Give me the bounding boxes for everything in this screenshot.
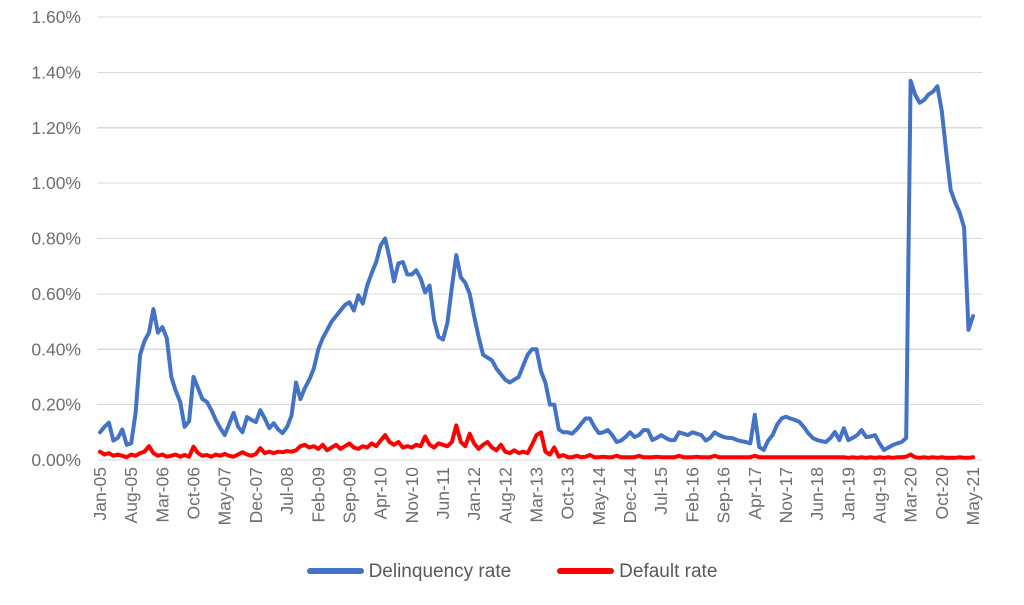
x-axis-tick-label: Apr-17 — [745, 467, 765, 520]
delinquency-rate-line — [98, 78, 975, 452]
x-axis-tick-label: Jul-08 — [277, 467, 297, 515]
default-legend-label: Default rate — [619, 560, 718, 582]
default-line-swatch — [557, 568, 615, 574]
y-axis-tick-label: 1.60% — [31, 7, 81, 27]
x-axis-tick-label: Aug-12 — [495, 467, 515, 523]
x-axis-tick-label: Jul-15 — [651, 467, 671, 515]
x-axis-tick-label: Jun-18 — [807, 467, 827, 521]
x-axis-tick-label: Feb-09 — [308, 467, 328, 522]
x-axis-tick-label: Jan-12 — [464, 467, 484, 521]
x-axis-tick-label: Aug-19 — [869, 467, 889, 523]
x-axis-tick-label: Mar-13 — [527, 467, 547, 522]
y-axis-tick-label: 1.00% — [31, 173, 81, 193]
y-axis-tick-label: 0.00% — [31, 450, 81, 470]
legend-item-default-rate: Default rate — [557, 562, 717, 581]
legend-item-delinquency-rate: Delinquency rate — [306, 560, 512, 582]
delinquency-legend-label: Delinquency rate — [368, 560, 512, 582]
x-axis-tick-label: Aug-05 — [121, 467, 141, 523]
y-axis-tick-label: 0.40% — [31, 339, 81, 359]
x-axis-tick-label: Mar-20 — [901, 467, 921, 523]
x-axis-tick-label: Mar-06 — [152, 467, 172, 522]
x-axis-tick-label: Oct-20 — [932, 467, 952, 520]
x-axis-tick-label: Jun-11 — [433, 467, 453, 519]
x-axis-tick-label: Oct-13 — [558, 467, 578, 520]
y-axis-tick-label: 0.60% — [31, 284, 81, 304]
x-axis-tick-label: Feb-16 — [682, 467, 702, 522]
delinquency-line-swatch — [306, 568, 364, 574]
x-axis-tick-label: Dec-07 — [246, 467, 266, 523]
x-axis-tick-label: Oct-06 — [184, 467, 204, 520]
chart-legend: Delinquency rate Default rate — [0, 550, 1024, 592]
y-axis-tick-label: 1.40% — [31, 62, 81, 82]
x-axis-tick-label: Nov-10 — [402, 467, 422, 524]
x-axis-tick-label: Dec-14 — [620, 467, 640, 524]
delinquency-default-line-chart: 0.00% 0.20% 0.40% 0.60% 0.80% 1.00% 1.20% 1.40%… — [31, 7, 983, 526]
x-axis-tick-label: May-21 — [963, 467, 983, 525]
y-axis-tick-label: 0.20% — [31, 395, 81, 415]
y-axis-tick-label: 0.80% — [31, 229, 81, 249]
x-axis-tick-label: Jan-19 — [838, 467, 858, 521]
x-axis-tick-label: Jan-05 — [90, 467, 110, 521]
x-axis-tick-label: Apr-10 — [371, 467, 391, 520]
x-axis-tick-label: May-07 — [215, 467, 235, 525]
x-axis-tick-label: Nov-17 — [776, 467, 796, 523]
default-rate-line — [98, 423, 975, 460]
x-axis-tick-label: May-14 — [589, 467, 609, 526]
y-axis-tick-label: 1.20% — [31, 118, 81, 138]
x-axis-tick-label: Sep-16 — [714, 467, 734, 523]
x-axis-tick-label: Sep-09 — [339, 467, 359, 523]
